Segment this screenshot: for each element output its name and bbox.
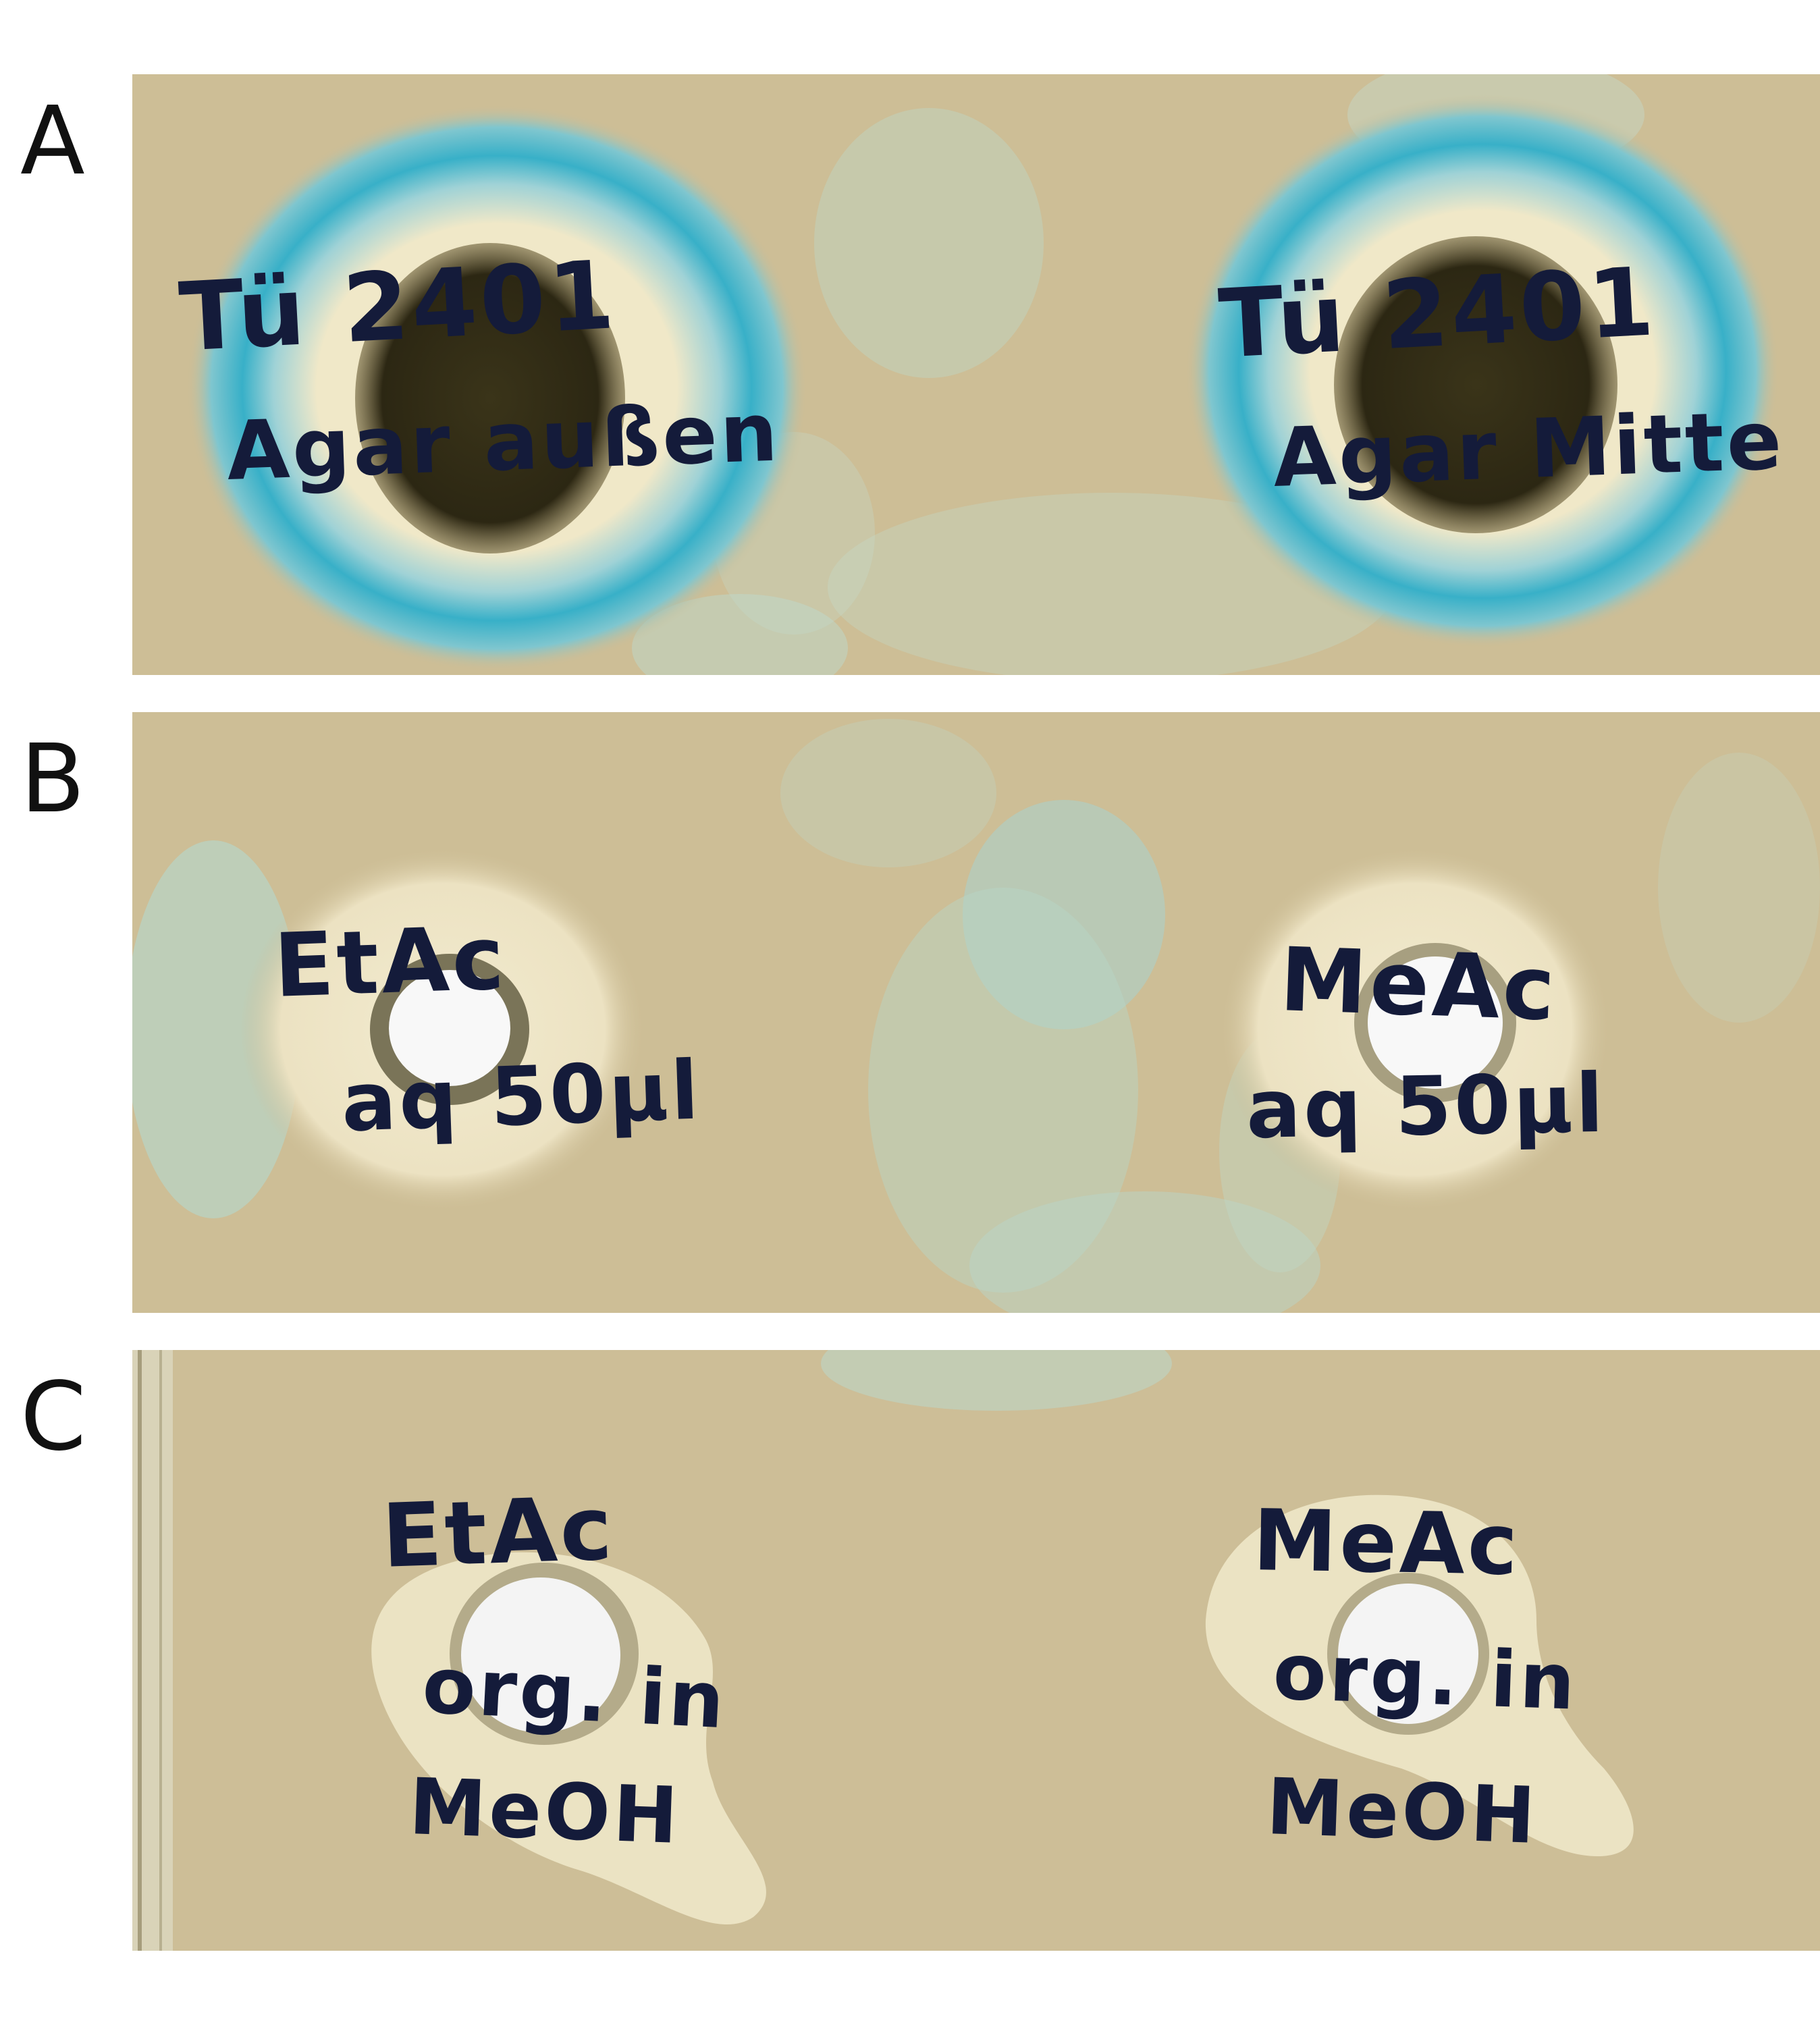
handwriting-c-left-line3: MeOH (407, 1762, 682, 1862)
handwriting-c-left-line2: org. in (420, 1640, 729, 1747)
panel-c-plate-photo: EtAc org. in MeOH MeAc org. in MeOH (132, 1350, 1820, 1951)
handwriting-a-left-line2: Agar außen (225, 385, 782, 499)
handwriting-b-right-line1: MeAc (1278, 928, 1559, 1041)
handwriting-a-right-line1: Tü 2401 (1216, 247, 1659, 380)
handwriting-a-left-line1: Tü 2401 (176, 240, 620, 373)
handwriting-c-right-line2: org. in (1271, 1627, 1580, 1728)
panel-label-c: C (20, 1362, 86, 1472)
handwriting-a-right-line2: Agar Mitte (1271, 394, 1786, 506)
handwriting-b-left-line1: EtAc (272, 907, 509, 1017)
handwriting-b-right-line2: aq 50µl (1245, 1056, 1607, 1157)
panel-label-b: B (20, 724, 86, 834)
colony-left (355, 243, 625, 554)
handwriting-b-left-line2: aq 50µl (340, 1044, 703, 1150)
panel-b-plate-photo: EtAc aq 50µl MeAc aq 50µl (132, 712, 1820, 1313)
handwriting-c-right-line1: MeAc (1252, 1492, 1522, 1594)
panel-a-plate-photo: Tü 2401 Agar außen Tü 2401 Agar Mitte (132, 74, 1820, 675)
panel-label-a: A (20, 86, 85, 196)
handwriting-c-right-line3: MeOH (1264, 1762, 1540, 1862)
colony-right (1334, 236, 1617, 533)
handwriting-c-left-line1: EtAc (380, 1477, 617, 1588)
